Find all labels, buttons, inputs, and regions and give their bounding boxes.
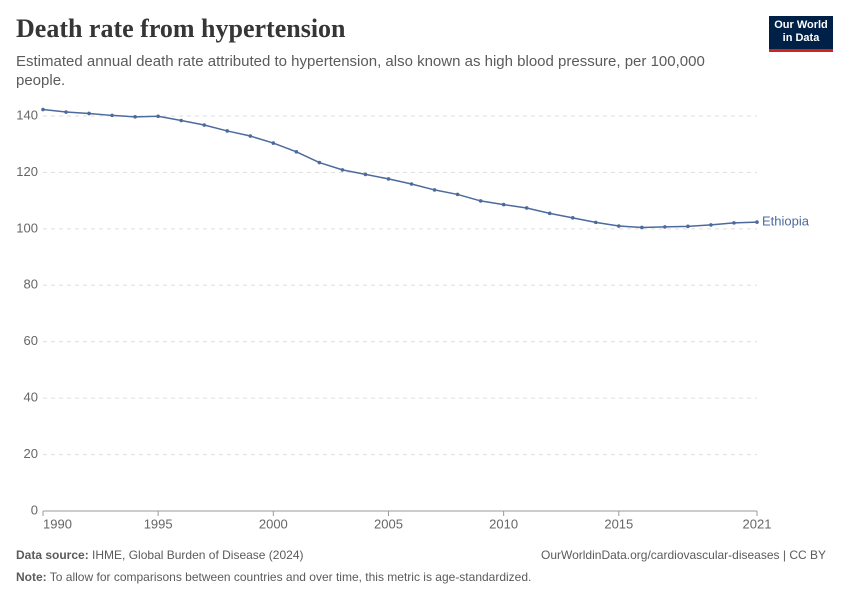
x-tick-label: 2000 xyxy=(259,516,288,531)
point xyxy=(225,129,230,133)
x-tick-label: 2015 xyxy=(604,516,633,531)
source-label: Data source: xyxy=(16,548,89,562)
point xyxy=(432,188,437,192)
y-tick-label: 60 xyxy=(24,333,38,348)
point xyxy=(409,182,414,186)
y-tick-label: 20 xyxy=(24,446,38,461)
chart-subtitle: Estimated annual death rate attributed t… xyxy=(16,53,705,89)
logo-text: Our World xyxy=(774,19,828,31)
y-tick-label: 140 xyxy=(16,107,38,122)
point xyxy=(455,192,460,197)
point xyxy=(110,113,114,118)
point xyxy=(248,134,253,138)
point xyxy=(41,107,45,112)
x-tick-label: 1990 xyxy=(43,516,72,531)
point xyxy=(547,211,552,216)
point xyxy=(156,114,160,119)
point xyxy=(64,110,68,114)
x-tick-label: 2021 xyxy=(743,516,772,531)
point xyxy=(501,202,506,207)
point xyxy=(755,220,759,224)
point xyxy=(386,177,391,181)
y-tick-label: 0 xyxy=(31,502,38,517)
source-text: IHME, Global Burden of Disease (2024) xyxy=(92,548,304,562)
point xyxy=(593,220,598,225)
point xyxy=(640,225,644,230)
point xyxy=(87,111,91,116)
y-tick-label: 40 xyxy=(24,390,38,405)
point xyxy=(294,150,299,154)
x-tick-label: 2005 xyxy=(374,516,403,531)
point xyxy=(686,224,690,229)
x-tick-label: 1995 xyxy=(144,516,173,531)
point xyxy=(617,224,621,228)
point xyxy=(317,160,322,165)
point xyxy=(271,141,276,145)
point xyxy=(478,199,483,203)
note: Note: To allow for comparisons between c… xyxy=(16,570,531,584)
point xyxy=(340,168,345,172)
note-text: To allow for comparisons between countri… xyxy=(49,570,532,584)
point xyxy=(179,118,183,123)
url[interactable]: OurWorldinData.org/cardiovascular-diseas… xyxy=(540,548,826,562)
x-tick-label: 2010 xyxy=(489,516,518,531)
point xyxy=(524,206,529,210)
y-tick-label: 80 xyxy=(24,277,38,292)
point xyxy=(133,115,137,119)
source: Data source: IHME, Global Burden of Dise… xyxy=(16,548,303,562)
point xyxy=(363,172,368,177)
logo-text: in Data xyxy=(782,32,820,44)
note-label: Note: xyxy=(16,570,47,584)
point xyxy=(202,123,207,127)
line xyxy=(42,108,758,229)
y-tick-label: 100 xyxy=(16,220,38,235)
point xyxy=(732,221,736,225)
point xyxy=(709,223,713,227)
series-label: Ethiopia xyxy=(762,214,810,229)
y-tick-label: 120 xyxy=(16,164,38,179)
point xyxy=(663,225,667,229)
chart-title: Death rate from hypertension xyxy=(16,14,346,43)
point xyxy=(570,216,575,220)
logo[interactable]: Our World in Data xyxy=(769,16,833,52)
